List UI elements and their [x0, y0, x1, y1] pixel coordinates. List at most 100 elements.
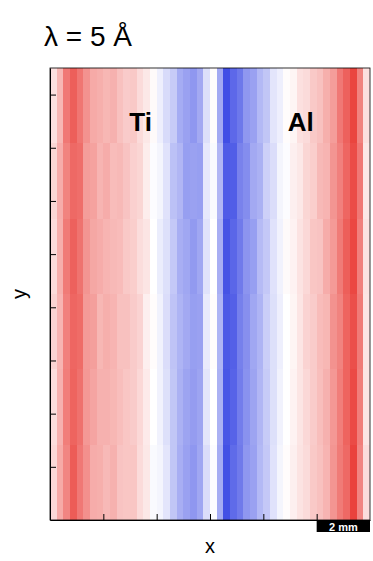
cells: [50, 68, 370, 520]
cell: [70, 219, 77, 295]
cell: [157, 294, 164, 370]
cell: [57, 369, 64, 445]
cell: [143, 294, 150, 370]
cell: [317, 369, 324, 445]
cell: [277, 68, 284, 144]
cell: [77, 445, 84, 520]
cell: [237, 445, 244, 520]
cell: [350, 219, 357, 295]
cell: [130, 219, 137, 295]
cell: [263, 68, 270, 144]
cell: [63, 143, 70, 219]
cell: [317, 294, 324, 370]
cell: [190, 294, 197, 370]
cell: [290, 143, 297, 219]
cell: [357, 294, 364, 370]
cell: [363, 445, 370, 520]
cell: [330, 219, 337, 295]
cell: [103, 294, 110, 370]
cell: [90, 219, 97, 295]
cell: [237, 143, 244, 219]
cell: [263, 369, 270, 445]
y-axis-title: y: [8, 289, 30, 299]
x-tick-mark: [103, 514, 104, 520]
cell: [197, 445, 204, 520]
cell: [330, 294, 337, 370]
cell: [343, 219, 350, 295]
cell: [103, 68, 110, 144]
cell: [243, 68, 250, 144]
cell: [123, 219, 130, 295]
cell: [83, 68, 90, 144]
x-tick: [210, 514, 211, 520]
cell: [217, 294, 224, 370]
cell: [163, 445, 170, 520]
cell: [223, 68, 230, 144]
y-tick: [50, 201, 56, 202]
cell: [137, 143, 144, 219]
cell: [217, 143, 224, 219]
scale-bar-label: 2 mm: [329, 521, 358, 533]
cell: [97, 445, 104, 520]
cell: [163, 369, 170, 445]
cell: [177, 369, 184, 445]
cell: [170, 294, 177, 370]
cell: [303, 445, 310, 520]
cell: [117, 68, 124, 144]
x-tick-mark: [263, 514, 264, 520]
cell: [257, 445, 264, 520]
cell: [137, 445, 144, 520]
cell: [303, 143, 310, 219]
cell: [310, 219, 317, 295]
cell: [110, 294, 117, 370]
cell: [230, 369, 237, 445]
cell: [157, 219, 164, 295]
cell: [277, 369, 284, 445]
y-tick-mark: [50, 201, 56, 202]
cell: [217, 369, 224, 445]
y-tick: [50, 148, 56, 149]
cell: [63, 445, 70, 520]
cell: [50, 143, 57, 219]
cell: [70, 369, 77, 445]
cell: [110, 445, 117, 520]
cell: [130, 143, 137, 219]
cell: [83, 143, 90, 219]
cell: [150, 219, 157, 295]
cell: [97, 369, 104, 445]
cell: [257, 294, 264, 370]
cell: [183, 68, 190, 144]
cell: [337, 369, 344, 445]
cell: [223, 369, 230, 445]
cell: [357, 68, 364, 144]
cell: [77, 68, 84, 144]
cell: [130, 294, 137, 370]
cell: [250, 294, 257, 370]
cell: [203, 445, 210, 520]
cell: [297, 219, 304, 295]
cell: [143, 219, 150, 295]
cell: [323, 143, 330, 219]
chart: λ = 5 ÅxyTiAl2 mm: [0, 0, 373, 561]
cell: [70, 445, 77, 520]
x-tick: [263, 514, 264, 520]
cell: [317, 143, 324, 219]
cell: [363, 369, 370, 445]
cell: [177, 143, 184, 219]
cell: [323, 294, 330, 370]
cell: [363, 219, 370, 295]
cell: [110, 68, 117, 144]
cell: [217, 68, 224, 144]
cell: [170, 68, 177, 144]
annotation: Ti: [129, 107, 152, 137]
cell: [310, 369, 317, 445]
cell: [117, 294, 124, 370]
title: λ = 5 Å: [44, 21, 132, 52]
cell: [77, 143, 84, 219]
cell: [143, 143, 150, 219]
cell: [223, 143, 230, 219]
cell: [150, 143, 157, 219]
cell: [363, 68, 370, 144]
cell: [197, 369, 204, 445]
cell: [243, 219, 250, 295]
